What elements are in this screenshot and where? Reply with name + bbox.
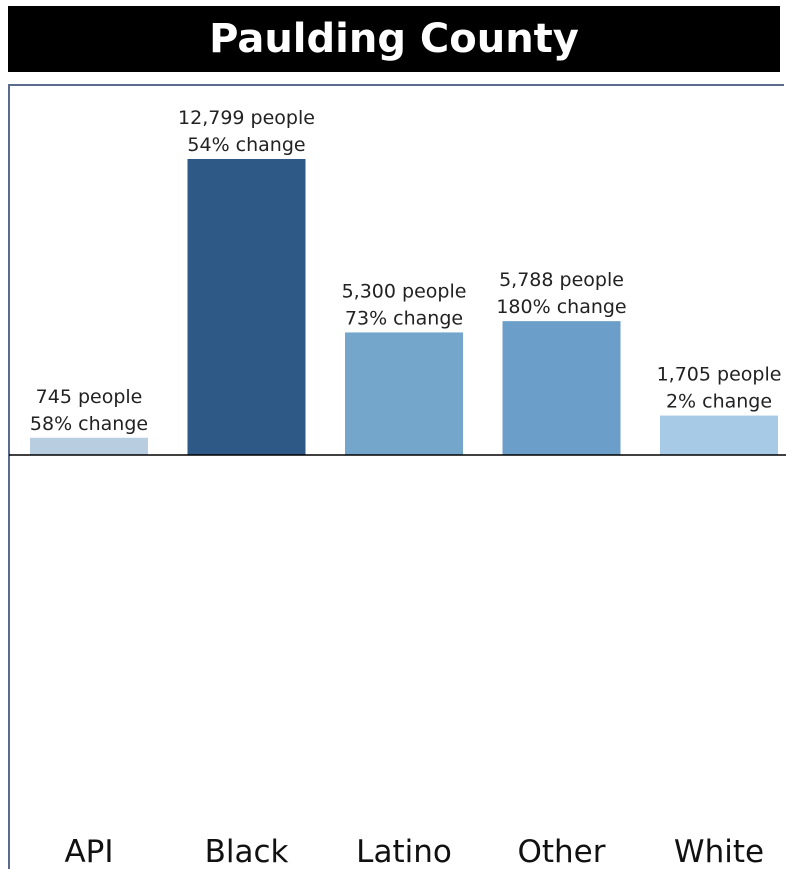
data-label-people: 12,799 people	[178, 107, 315, 129]
frame-left-border	[8, 84, 10, 869]
bar-white	[660, 415, 778, 455]
category-label: White	[674, 834, 764, 869]
category-label: Latino	[356, 834, 452, 869]
bar-other	[502, 321, 621, 455]
bar-latino	[345, 332, 463, 455]
chart-title: Paulding County	[209, 16, 579, 62]
data-label-change: 73% change	[345, 307, 463, 329]
frame-top-border	[8, 84, 784, 86]
category-label: Other	[517, 834, 605, 869]
data-label-change: 2% change	[666, 391, 772, 413]
data-label-people: 5,300 people	[342, 280, 467, 302]
bar-black	[187, 159, 306, 455]
category-label: API	[64, 834, 113, 869]
title-bar: Paulding County	[8, 6, 780, 72]
category-label: Black	[205, 834, 289, 869]
data-label-people: 5,788 people	[499, 269, 624, 291]
data-label-people: 1,705 people	[657, 364, 782, 386]
data-label-change: 180% change	[496, 296, 626, 318]
data-label-people: 745 people	[36, 386, 143, 408]
bar-api	[30, 437, 148, 455]
data-label-change: 54% change	[187, 134, 305, 156]
data-label-change: 58% change	[30, 413, 148, 435]
